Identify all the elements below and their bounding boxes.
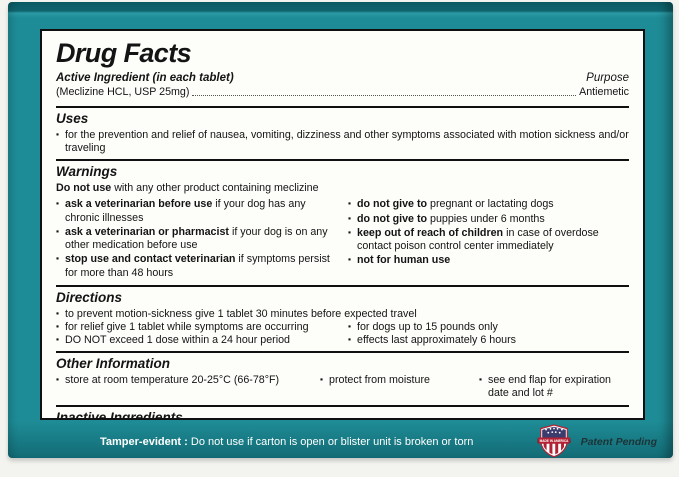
bottom-strip: Tamper-evident : Do not use if carton is… xyxy=(8,423,673,460)
direction-item: effects last approximately 6 hours xyxy=(348,334,629,347)
inactive-ingredients-section: Inactive Ingredients croscarmellose sodi… xyxy=(56,404,629,420)
purpose-value: Antiemetic xyxy=(579,85,629,98)
warning-item: stop use and contact veterinarian if sym… xyxy=(56,253,340,280)
uses-bullet: for the prevention and relief of nausea,… xyxy=(56,129,629,156)
tamper-evident-notice: Tamper-evident : Do not use if carton is… xyxy=(100,436,473,448)
direction-item: for dogs up to 15 pounds only xyxy=(348,321,629,334)
direction-item: to prevent motion-sickness give 1 tablet… xyxy=(56,308,629,321)
warnings-heading: Warnings xyxy=(56,164,118,180)
other-info-item: protect from moisture xyxy=(320,374,479,401)
warning-item: do not give to puppies under 6 months xyxy=(348,213,629,226)
warning-rest: pregnant or lactating dogs xyxy=(427,198,554,211)
warnings-right-column: do not give to pregnant or lactating dog… xyxy=(348,198,629,281)
warning-bold: do not give to xyxy=(357,212,428,225)
warning-item: ask a veterinarian or pharmacist if your… xyxy=(56,226,340,253)
uses-section: Uses for the prevention and relief of na… xyxy=(56,105,629,159)
warning-bold: not for human use xyxy=(357,254,451,267)
drug-facts-panel: Drug Facts Active Ingredient (in each ta… xyxy=(40,29,645,420)
warning-rest: puppies under 6 months xyxy=(427,212,545,225)
warning-item: do not give to pregnant or lactating dog… xyxy=(348,198,629,211)
warning-bold: do not give to xyxy=(357,198,428,211)
warnings-section: Warnings Do not use with any other produ… xyxy=(56,159,629,285)
other-information-heading: Other Information xyxy=(56,356,170,372)
warning-rest: in case of overdose contact poison contr… xyxy=(357,226,599,253)
dotted-leader xyxy=(192,94,577,96)
teal-carton: Drug Facts Active Ingredient (in each ta… xyxy=(8,2,673,458)
directions-right-column: for dogs up to 15 pounds only effects la… xyxy=(348,321,629,348)
tamper-evident-rest: Do not use if carton is open or blister … xyxy=(187,435,474,448)
direction-item: DO NOT exceed 1 dose within a 24 hour pe… xyxy=(56,334,340,347)
warning-item: keep out of reach of children in case of… xyxy=(348,227,629,254)
do-not-use-line: Do not use with any other product contai… xyxy=(56,182,629,195)
warning-rest: if your dog is on any other medication b… xyxy=(65,225,328,252)
do-not-use-rest: with any other product containing mecliz… xyxy=(111,181,319,194)
tamper-evident-bold: Tamper-evident : xyxy=(100,435,188,448)
drug-facts-title: Drug Facts xyxy=(56,38,192,68)
directions-section: Directions to prevent motion-sickness gi… xyxy=(56,284,629,352)
inactive-ingredients-heading: Inactive Ingredients xyxy=(56,409,183,420)
warning-bold: ask a veterinarian or pharmacist xyxy=(65,225,229,238)
directions-left-column: for relief give 1 tablet while symptoms … xyxy=(56,321,348,348)
active-ingredient-heading: Active Ingredient (in each tablet) xyxy=(56,72,234,85)
active-ingredient-name: (Meclizine HCL, USP 25mg) xyxy=(56,85,190,98)
direction-item: for relief give 1 tablet while symptoms … xyxy=(56,321,340,334)
warning-rest: if symptoms persist for more than 48 hou… xyxy=(65,253,330,279)
warning-item: ask a veterinarian before use if your do… xyxy=(56,198,340,225)
warning-item: not for human use xyxy=(348,254,629,267)
header-section: Drug Facts Active Ingredient (in each ta… xyxy=(56,33,629,106)
warning-bold: stop use and contact veterinarian xyxy=(65,253,236,266)
uses-heading: Uses xyxy=(56,110,89,126)
purpose-heading: Purpose xyxy=(586,72,629,85)
warning-bold: ask a veterinarian before use xyxy=(65,198,213,211)
warning-rest: if your dog has any chronic illnesses xyxy=(65,198,306,224)
patent-pending-text: Patent Pending xyxy=(580,435,657,448)
do-not-use-bold: Do not use xyxy=(56,181,112,194)
other-info-item: store at room temperature 20-25°C (66-78… xyxy=(56,374,320,401)
warnings-left-column: ask a veterinarian before use if your do… xyxy=(56,198,348,281)
badge-ribbon: MADE IN AMERICA xyxy=(536,437,571,444)
badge-label: MADE IN AMERICA xyxy=(539,439,569,443)
other-information-section: Other Information store at room temperat… xyxy=(56,351,629,404)
made-in-america-badge-icon: MADE IN AMERICA xyxy=(536,424,571,458)
other-info-item: see end flap for expiration date and lot… xyxy=(479,374,629,401)
directions-heading: Directions xyxy=(56,289,123,305)
warning-bold: keep out of reach of children xyxy=(357,226,504,239)
